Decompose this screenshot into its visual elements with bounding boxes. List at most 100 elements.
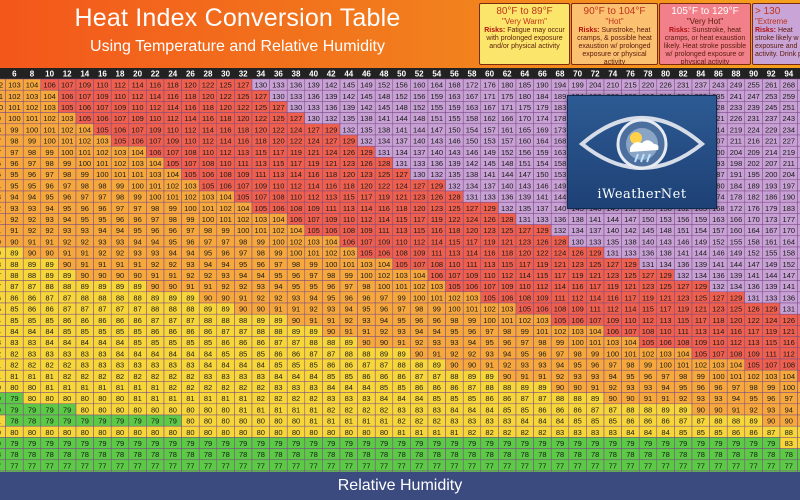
table-cell-value: 131 bbox=[519, 215, 532, 224]
table-cell-value: 95 bbox=[292, 282, 300, 291]
table-cell-value: 91 bbox=[309, 316, 317, 325]
table-cell-value: 160 bbox=[730, 226, 743, 235]
table-cell-value: 83 bbox=[169, 361, 177, 370]
x-tick-label-top: 6 bbox=[12, 70, 17, 79]
table-cell-value: 80 bbox=[98, 428, 106, 437]
table-cell-value: 97 bbox=[309, 271, 317, 280]
table-cell-value: 140 bbox=[642, 237, 655, 246]
table-cell-value: 224 bbox=[747, 125, 760, 134]
table-cell-value: 77 bbox=[503, 461, 511, 470]
table-cell-value: 84 bbox=[221, 361, 229, 370]
table-cell-value: 83 bbox=[98, 349, 106, 358]
table-cell-value: 86 bbox=[397, 372, 405, 381]
table-cell-value: 87 bbox=[0, 271, 1, 280]
table-cell-value: 78 bbox=[433, 450, 441, 459]
table-cell-value: 98 bbox=[450, 316, 458, 325]
table-cell-value: 143 bbox=[431, 137, 444, 146]
table-cell-value: 159 bbox=[448, 103, 461, 112]
table-cell-value: 243 bbox=[712, 81, 725, 90]
table-cell-value: 147 bbox=[519, 170, 532, 179]
table-cell-value: 99 bbox=[397, 293, 405, 302]
table-cell-value: 118 bbox=[325, 170, 337, 179]
table-cell-value: 96 bbox=[362, 293, 370, 302]
table-cell-value: 92 bbox=[186, 271, 194, 280]
table-cell-value: 85 bbox=[609, 417, 617, 426]
table-cell-value: 147 bbox=[783, 271, 796, 280]
table-cell-value: 122 bbox=[202, 81, 215, 90]
table-cell-value: 90 bbox=[697, 405, 705, 414]
table-cell-value: 87 bbox=[133, 305, 141, 314]
table-cell-value: 167 bbox=[483, 103, 496, 112]
table-cell-value: 112 bbox=[308, 193, 320, 202]
table-cell-value: 94 bbox=[98, 226, 106, 235]
table-cell-value: 102 bbox=[642, 349, 655, 358]
table-cell-value: 123 bbox=[431, 204, 444, 213]
table-cell-value: 104 bbox=[219, 193, 232, 202]
table-cell-value: 94 bbox=[433, 327, 441, 336]
table-cell-value: 97 bbox=[661, 372, 669, 381]
table-cell-value: 116 bbox=[607, 293, 619, 302]
table-cell-value: 112 bbox=[290, 181, 302, 190]
table-cell-value: 117 bbox=[624, 293, 636, 302]
table-cell-value: 103 bbox=[114, 148, 127, 157]
table-cell-value: 78 bbox=[151, 450, 159, 459]
table-cell-value: 105 bbox=[554, 316, 567, 325]
table-cell-value: 155 bbox=[431, 103, 444, 112]
table-cell-value: 99 bbox=[63, 159, 71, 168]
table-cell-value: 78 bbox=[468, 450, 476, 459]
table-cell-value: 134 bbox=[378, 137, 391, 146]
table-cell-value: 80 bbox=[186, 417, 194, 426]
table-cell-value: 83 bbox=[204, 372, 212, 381]
table-cell-value: 116 bbox=[202, 114, 214, 123]
table-cell-value: 133 bbox=[307, 103, 320, 112]
table-cell-value: 80 bbox=[81, 405, 89, 414]
table-cell-value: 125 bbox=[695, 293, 708, 302]
table-cell-value: 144 bbox=[554, 193, 567, 202]
table-cell-value: 103 bbox=[255, 215, 268, 224]
table-cell-value: 123 bbox=[642, 282, 655, 291]
table-cell-value: 114 bbox=[308, 181, 320, 190]
table-cell-value: 112 bbox=[202, 137, 214, 146]
table-cell-value: 118 bbox=[501, 249, 513, 258]
table-cell-value: 98 bbox=[257, 249, 265, 258]
table-cell-value: 117 bbox=[589, 282, 601, 291]
table-cell-value: 80 bbox=[345, 428, 353, 437]
table-cell-value: 106 bbox=[131, 137, 144, 146]
table-cell-value: 86 bbox=[732, 428, 740, 437]
table-cell-value: 104 bbox=[378, 260, 391, 269]
table-cell-value: 229 bbox=[765, 125, 778, 134]
table-cell-value: 141 bbox=[712, 260, 725, 269]
table-cell-value: 80 bbox=[309, 428, 317, 437]
table-cell-value: 79 bbox=[45, 439, 53, 448]
table-cell-value: 99 bbox=[257, 237, 265, 246]
table-cell-value: 77 bbox=[292, 461, 300, 470]
table-cell-value: 86 bbox=[116, 316, 124, 325]
table-cell-value: 171 bbox=[483, 92, 496, 101]
table-cell-value: 135 bbox=[360, 125, 373, 134]
table-cell-value: 89 bbox=[274, 316, 282, 325]
table-cell-value: 81 bbox=[433, 428, 441, 437]
table-cell-value: 85 bbox=[10, 305, 18, 314]
table-cell-value: 80 bbox=[380, 428, 388, 437]
x-tick-label-top: 82 bbox=[679, 70, 688, 79]
table-cell-value: 85 bbox=[397, 383, 405, 392]
table-cell-value: 113 bbox=[396, 226, 408, 235]
table-cell-value: 101 bbox=[255, 226, 268, 235]
table-cell-value: 80 bbox=[45, 394, 53, 403]
x-tick-label-top: 86 bbox=[714, 70, 723, 79]
table-cell-value: 87 bbox=[609, 405, 617, 414]
table-cell-value: 77 bbox=[609, 461, 617, 470]
table-cell-value: 105 bbox=[61, 103, 74, 112]
table-cell-value: 124 bbox=[554, 249, 567, 258]
table-cell-value: 81 bbox=[10, 372, 18, 381]
table-cell-value: 104 bbox=[43, 92, 56, 101]
table-cell-value: 144 bbox=[501, 170, 514, 179]
table-cell-value: 97 bbox=[521, 338, 529, 347]
table-cell-value: 156 bbox=[677, 215, 690, 224]
table-cell-value: 94 bbox=[274, 282, 282, 291]
table-cell bbox=[797, 123, 800, 136]
table-cell-value: 77 bbox=[345, 461, 353, 470]
table-cell-value: 165 bbox=[519, 125, 532, 134]
table-cell-value: 115 bbox=[448, 237, 460, 246]
table-cell-value: 120 bbox=[272, 137, 285, 146]
